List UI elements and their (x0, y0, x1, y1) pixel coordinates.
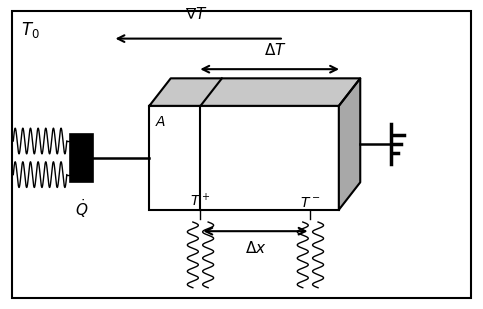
Bar (70, 134, 93, 181)
Text: $\Delta x$: $\Delta x$ (245, 240, 266, 256)
Polygon shape (149, 78, 360, 106)
Polygon shape (339, 78, 360, 210)
Text: $T^+$: $T^+$ (190, 193, 211, 210)
Text: $A$: $A$ (156, 115, 167, 129)
Bar (149, 106, 339, 210)
Text: $\dot{Q}$: $\dot{Q}$ (74, 197, 88, 220)
Text: $T^-$: $T^-$ (300, 196, 321, 210)
Text: $\nabla T$: $\nabla T$ (185, 6, 208, 22)
Text: $\Delta T$: $\Delta T$ (264, 42, 287, 58)
Text: $T_0$: $T_0$ (21, 20, 40, 40)
